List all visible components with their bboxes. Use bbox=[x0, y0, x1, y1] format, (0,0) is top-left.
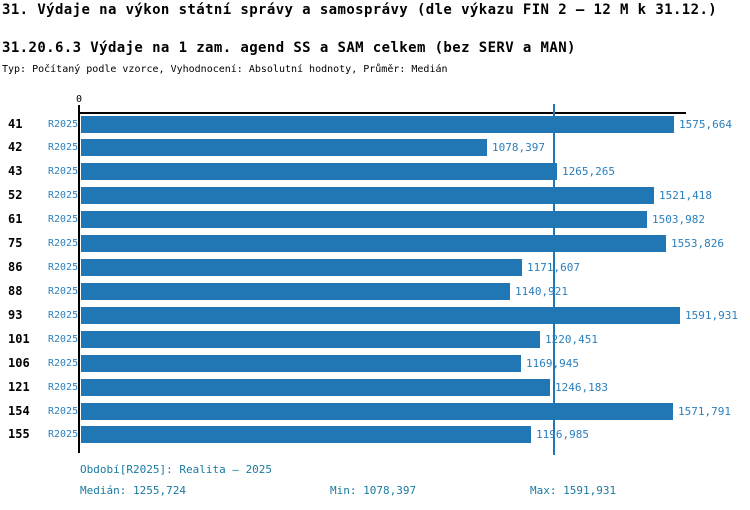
value-label: 1571,791 bbox=[678, 405, 731, 418]
chart-row: 86 R2025 1171,607 bbox=[0, 259, 750, 276]
bar bbox=[81, 403, 673, 420]
value-label: 1078,397 bbox=[492, 141, 545, 154]
chart-meta-line: Typ: Počítaný podle vzorce, Vyhodnocení:… bbox=[2, 64, 448, 75]
category-label: 121 bbox=[8, 380, 30, 394]
series-label: R2025 bbox=[48, 238, 79, 249]
value-label: 1196,985 bbox=[536, 428, 589, 441]
bar bbox=[81, 116, 674, 133]
category-label: 155 bbox=[8, 427, 30, 441]
chart-row: 106 R2025 1169,945 bbox=[0, 355, 750, 372]
chart-row: 42 R2025 1078,397 bbox=[0, 139, 750, 156]
bar bbox=[81, 211, 647, 228]
chart-row: 61 R2025 1503,982 bbox=[0, 211, 750, 228]
min-stat: Min: 1078,397 bbox=[330, 484, 417, 497]
value-label: 1220,451 bbox=[545, 333, 598, 346]
category-label: 43 bbox=[8, 164, 23, 178]
series-label: R2025 bbox=[48, 262, 79, 273]
category-label: 75 bbox=[8, 236, 23, 250]
chart-row: 41 R2025 1575,664 bbox=[0, 116, 750, 133]
report-title: 31. Výdaje na výkon státní správy a samo… bbox=[2, 2, 718, 18]
value-label: 1521,418 bbox=[659, 189, 712, 202]
category-label: 106 bbox=[8, 356, 30, 370]
category-label: 154 bbox=[8, 404, 30, 418]
value-label: 1503,982 bbox=[652, 213, 705, 226]
category-label: 93 bbox=[8, 308, 23, 322]
chart-row: 88 R2025 1140,921 bbox=[0, 283, 750, 300]
category-label: 41 bbox=[8, 117, 23, 131]
bar bbox=[81, 331, 540, 348]
chart-row: 75 R2025 1553,826 bbox=[0, 235, 750, 252]
bar bbox=[81, 187, 654, 204]
chart-row: 154 R2025 1571,791 bbox=[0, 403, 750, 420]
value-label: 1169,945 bbox=[526, 357, 579, 370]
bar bbox=[81, 307, 680, 324]
category-label: 52 bbox=[8, 188, 23, 202]
series-label: R2025 bbox=[48, 190, 79, 201]
category-label: 86 bbox=[8, 260, 23, 274]
value-label: 1171,607 bbox=[527, 261, 580, 274]
bar bbox=[81, 163, 557, 180]
value-label: 1591,931 bbox=[685, 309, 738, 322]
value-label: 1575,664 bbox=[679, 118, 732, 131]
series-label: R2025 bbox=[48, 334, 79, 345]
bar bbox=[81, 283, 510, 300]
median-stat: Medián: 1255,724 bbox=[80, 484, 186, 497]
axis-origin-label: 0 bbox=[75, 94, 83, 105]
chart-row: 93 R2025 1591,931 bbox=[0, 307, 750, 324]
bar bbox=[81, 139, 487, 156]
max-stat: Max: 1591,931 bbox=[530, 484, 617, 497]
series-label: R2025 bbox=[48, 286, 79, 297]
category-label: 42 bbox=[8, 140, 23, 154]
chart-row: 121 R2025 1246,183 bbox=[0, 379, 750, 396]
period-label: Období[R2025]: Realita – 2025 bbox=[80, 463, 273, 476]
bar bbox=[81, 379, 550, 396]
series-label: R2025 bbox=[48, 142, 79, 153]
chart-row: 52 R2025 1521,418 bbox=[0, 187, 750, 204]
series-label: R2025 bbox=[48, 382, 79, 393]
chart-title: 31.20.6.3 Výdaje na 1 zam. agend SS a SA… bbox=[2, 40, 576, 56]
value-label: 1553,826 bbox=[671, 237, 724, 250]
value-label: 1265,265 bbox=[562, 165, 615, 178]
category-label: 88 bbox=[8, 284, 23, 298]
value-label: 1140,921 bbox=[515, 285, 568, 298]
chart-row: 43 R2025 1265,265 bbox=[0, 163, 750, 180]
value-label: 1246,183 bbox=[555, 381, 608, 394]
series-label: R2025 bbox=[48, 166, 79, 177]
series-label: R2025 bbox=[48, 214, 79, 225]
category-label: 101 bbox=[8, 332, 30, 346]
bar bbox=[81, 259, 522, 276]
series-label: R2025 bbox=[48, 429, 79, 440]
y-axis-line bbox=[78, 112, 80, 453]
bar bbox=[81, 235, 666, 252]
series-label: R2025 bbox=[48, 310, 79, 321]
axis-origin-tick bbox=[78, 105, 80, 112]
category-label: 61 bbox=[8, 212, 23, 226]
x-axis-line bbox=[78, 112, 686, 114]
chart-row: 155 R2025 1196,985 bbox=[0, 426, 750, 443]
bar bbox=[81, 355, 521, 372]
series-label: R2025 bbox=[48, 119, 79, 130]
median-line bbox=[553, 104, 555, 455]
chart-row: 101 R2025 1220,451 bbox=[0, 331, 750, 348]
series-label: R2025 bbox=[48, 406, 79, 417]
bar bbox=[81, 426, 531, 443]
series-label: R2025 bbox=[48, 358, 79, 369]
